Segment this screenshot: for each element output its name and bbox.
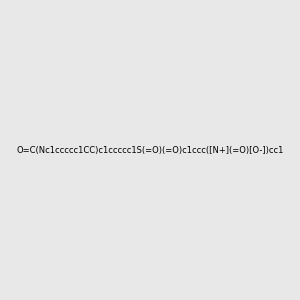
Text: O=C(Nc1ccccc1CC)c1ccccc1S(=O)(=O)c1ccc([N+](=O)[O-])cc1: O=C(Nc1ccccc1CC)c1ccccc1S(=O)(=O)c1ccc([… [16,146,284,154]
